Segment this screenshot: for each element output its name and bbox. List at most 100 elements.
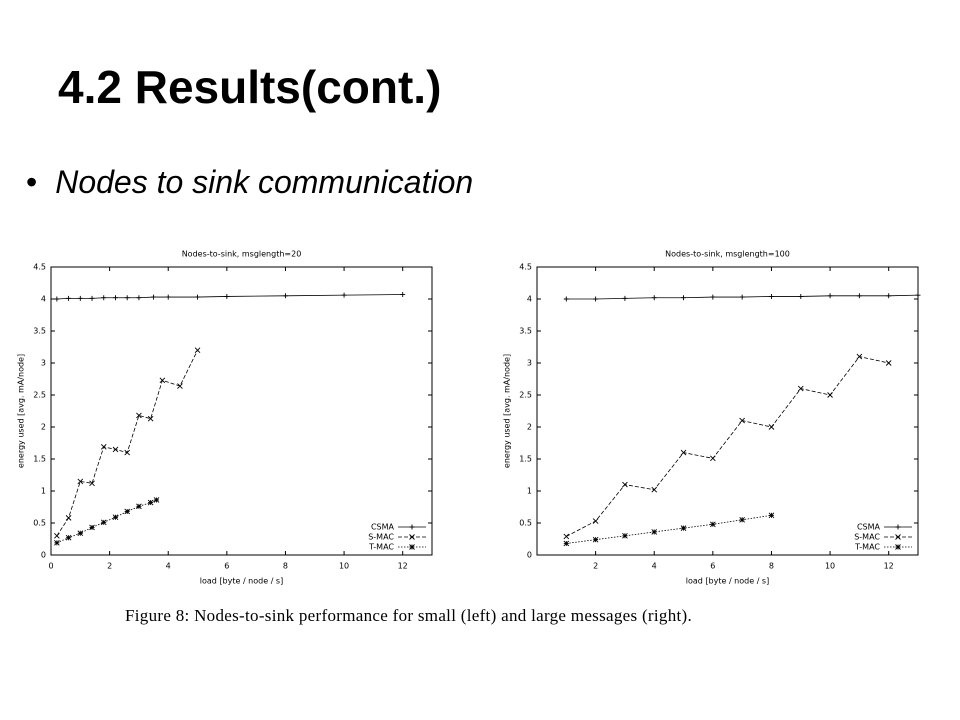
legend-marker (409, 524, 415, 530)
data-point (739, 417, 745, 424)
plot-frame (536, 266, 919, 556)
data-point (112, 295, 118, 301)
data-point (739, 516, 745, 523)
y-tick-label: 0.5 (33, 519, 46, 528)
data-point (224, 293, 230, 299)
data-point (797, 385, 804, 392)
x-tick-label: 4 (652, 562, 657, 571)
data-point (112, 514, 119, 521)
bullet-dot: • (26, 164, 38, 200)
data-point (798, 293, 804, 299)
y-tick-label: 1.5 (519, 455, 532, 464)
y-tick-label: 4.5 (33, 263, 46, 272)
series-line (566, 356, 889, 537)
data-point (147, 499, 154, 506)
y-tick-label: 1 (527, 487, 532, 496)
y-tick-label: 3 (41, 359, 46, 368)
data-point (65, 515, 72, 521)
charts: Nodes-to-sink, msglength=20 load [byte / … (17, 250, 921, 586)
x-axis-label: load [byte / node / s] (200, 577, 283, 586)
data-point (768, 424, 775, 430)
x-tick-label: 10 (339, 562, 349, 571)
bullet-text: Nodes to sink communication (55, 164, 474, 200)
legend-label: T-MAC (854, 543, 880, 552)
y-axis-label: energy used [avg. mA/node] (17, 354, 26, 468)
data-point (710, 455, 716, 462)
data-point (768, 293, 774, 299)
y-tick-label: 4.5 (519, 263, 532, 272)
x-tick-label: 10 (825, 562, 835, 571)
data-point (147, 415, 154, 422)
plot-frame (50, 266, 433, 556)
data-point (159, 377, 166, 384)
x-axis-label: load [byte / node / s] (686, 577, 769, 586)
x-tick-label: 0 (48, 562, 53, 571)
data-point (886, 293, 892, 299)
data-point (195, 294, 201, 300)
y-tick-label: 2.5 (33, 391, 46, 400)
legend-marker (895, 534, 901, 540)
y-axis-label: energy used [avg. mA/node] (503, 354, 512, 468)
data-point (592, 518, 599, 524)
y-tick-label: 2.5 (519, 391, 532, 400)
data-point (77, 530, 84, 537)
figure-caption: Figure 8: Nodes-to-sink performance for … (125, 606, 693, 625)
data-point (680, 449, 687, 456)
data-point (54, 540, 60, 546)
x-tick-label: 12 (398, 562, 408, 571)
data-point (651, 529, 658, 535)
legend-marker (409, 544, 415, 550)
data-point (341, 292, 347, 298)
data-point (680, 525, 687, 531)
legend-marker (409, 534, 415, 540)
y-tick-label: 2 (527, 423, 532, 432)
chart-title: Nodes-to-sink, msglength=20 (182, 250, 302, 259)
legend-marker (895, 524, 901, 530)
slide-title: 4.2 Results(cont.) (58, 61, 442, 113)
legend-marker (895, 544, 901, 550)
series-line (56, 499, 157, 544)
data-point (710, 521, 716, 528)
legend-label: S-MAC (368, 533, 394, 542)
y-tick-label: 3.5 (519, 327, 532, 336)
data-point (563, 540, 570, 547)
x-tick-label: 6 (224, 562, 229, 571)
data-point (151, 294, 157, 300)
y-tick-label: 3.5 (33, 327, 46, 336)
data-point (593, 296, 599, 302)
data-point (100, 519, 107, 526)
y-tick-label: 0.5 (519, 519, 532, 528)
data-point (768, 512, 775, 519)
data-point (101, 295, 107, 301)
data-point (165, 294, 171, 300)
data-point (827, 392, 833, 398)
data-point (124, 508, 131, 515)
data-point (124, 295, 130, 301)
data-point (136, 412, 142, 419)
data-point (77, 478, 84, 485)
data-point (856, 293, 862, 299)
data-point (124, 449, 131, 456)
data-point (827, 293, 833, 299)
data-point (563, 533, 570, 540)
data-point (885, 360, 892, 366)
data-point (153, 497, 160, 503)
data-point (651, 486, 658, 493)
x-tick-label: 8 (769, 562, 774, 571)
data-point (66, 295, 72, 301)
y-tick-label: 1 (41, 487, 46, 496)
data-point (651, 295, 657, 301)
y-tick-label: 4 (41, 295, 46, 304)
x-tick-label: 12 (884, 562, 894, 571)
y-tick-label: 4 (527, 295, 532, 304)
data-point (112, 446, 119, 453)
data-point (282, 293, 288, 299)
legend-label: T-MAC (368, 543, 394, 552)
data-point (592, 536, 599, 543)
x-tick-label: 8 (283, 562, 288, 571)
y-tick-label: 0 (527, 551, 532, 560)
y-tick-label: 0 (41, 551, 46, 560)
data-point (54, 532, 60, 539)
bullet: • Nodes to sink communication (26, 164, 473, 201)
data-point (177, 383, 183, 389)
